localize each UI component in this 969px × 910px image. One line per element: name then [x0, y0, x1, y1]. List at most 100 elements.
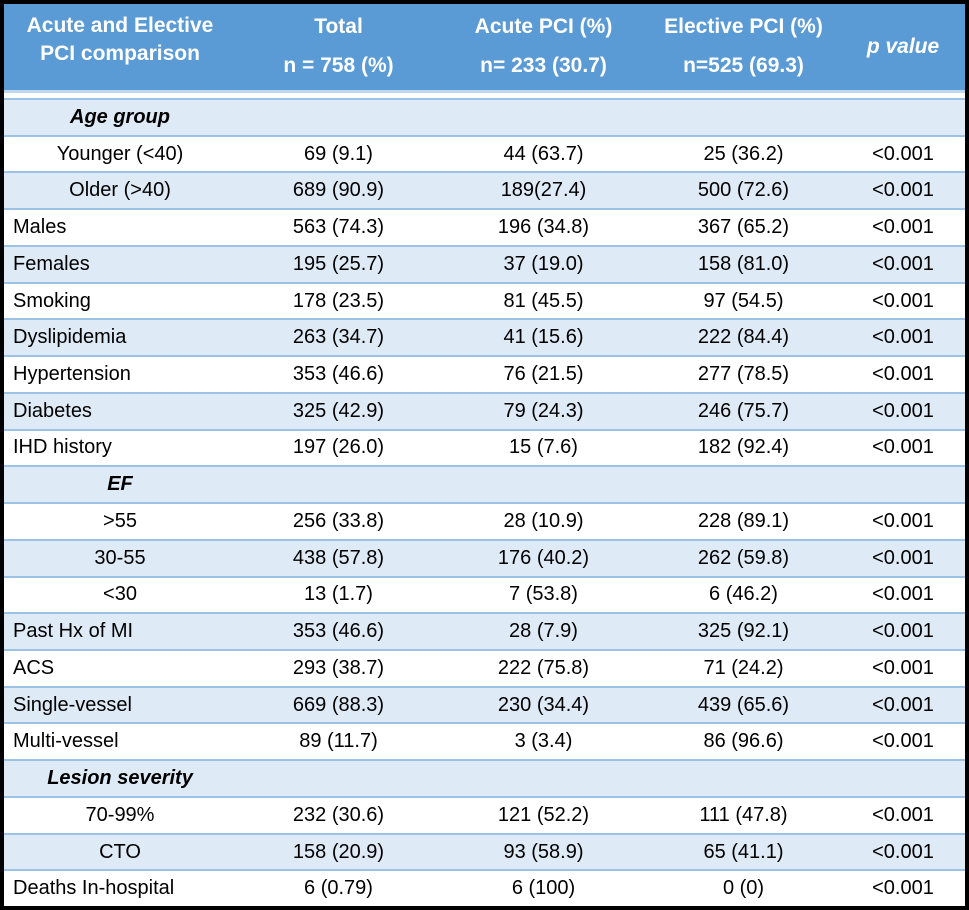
- row-label: Older (>40): [69, 179, 171, 202]
- cell-elective: 6 (46.2): [709, 583, 778, 606]
- cell-total: 13 (1.7): [304, 583, 373, 606]
- cell-total: 197 (26.0): [292, 436, 385, 459]
- header-title-line2: PCI comparison: [40, 42, 200, 65]
- header-total-label: Total: [314, 15, 363, 38]
- table-row: 70-99% 232 (30.6) 121 (52.2) 111 (47.8) <0.0…: [4, 795, 965, 833]
- section-header-row: EF: [4, 465, 965, 503]
- cell-total: 178 (23.5): [292, 289, 385, 312]
- cell-pvalue: <0.001: [872, 546, 934, 569]
- cell-total: 325 (42.9): [292, 399, 385, 422]
- header-gap: [4, 93, 965, 98]
- cell-total: [236, 467, 441, 502]
- row-label: Single-vessel: [13, 693, 132, 716]
- table-row: ACS 293 (38.7) 222 (75.8) 71 (24.2) <0.001: [4, 649, 965, 686]
- row-label: IHD history: [13, 436, 112, 459]
- table-row: Females 195 (25.7) 37 (19.0) 158 (81.0) <0.0…: [4, 244, 965, 282]
- cell-acute: 41 (15.6): [503, 326, 584, 349]
- cell-total: 263 (34.7): [292, 326, 385, 349]
- cell-pvalue: <0.001: [872, 216, 934, 239]
- cell-acute: 176 (40.2): [497, 546, 590, 569]
- table-row: Males 563 (74.3) 196 (34.8) 367 (65.2) <0.00…: [4, 208, 965, 245]
- cell-acute: [441, 761, 646, 796]
- header-pvalue-label: p value: [866, 35, 940, 58]
- cell-acute: 28 (7.9): [509, 620, 578, 643]
- table-row: >55 256 (33.8) 28 (10.9) 228 (89.1) <0.001: [4, 502, 965, 539]
- cell-pvalue: <0.001: [872, 142, 934, 165]
- cell-acute: [441, 467, 646, 502]
- cell-elective: 111 (47.8): [699, 803, 788, 826]
- cell-acute: 189(27.4): [500, 179, 587, 202]
- row-label: ACS: [13, 656, 55, 679]
- cell-elective: 246 (75.7): [697, 399, 790, 422]
- header-elective-cell: Elective PCI (%) n=525 (69.3): [646, 4, 841, 90]
- row-label: Past Hx of MI: [13, 620, 134, 643]
- table-row: IHD history 197 (26.0) 15 (7.6) 182 (92.4) <…: [4, 428, 965, 466]
- cell-pvalue: <0.001: [872, 840, 934, 863]
- table-row: Single-vessel 669 (88.3) 230 (34.4) 439 (65…: [4, 685, 965, 723]
- header-elective-n: n=525 (69.3): [683, 54, 804, 77]
- cell-pvalue: <0.001: [872, 620, 934, 643]
- cell-pvalue: [841, 761, 965, 796]
- cell-total: 353 (46.6): [292, 363, 385, 385]
- table-row: <30 13 (1.7) 7 (53.8) 6 (46.2) <0.001: [4, 575, 965, 613]
- row-label: 70-99%: [85, 803, 155, 826]
- cell-pvalue: [841, 100, 965, 135]
- cell-acute: 222 (75.8): [497, 656, 590, 679]
- cell-elective: [646, 761, 841, 796]
- cell-total: [236, 761, 441, 796]
- cell-elective: [646, 467, 841, 502]
- cell-elective: 367 (65.2): [697, 216, 790, 239]
- table-body: Age group Younger (<40) 69 (9.1) 44 (63.7) 2…: [4, 98, 965, 907]
- cell-total: 669 (88.3): [292, 693, 385, 716]
- cell-acute: 28 (10.9): [503, 509, 584, 532]
- table-row: CTO 158 (20.9) 93 (58.9) 65 (41.1) <0.001: [4, 832, 965, 870]
- cell-pvalue: <0.001: [872, 252, 934, 275]
- cell-total: 6 (0.79): [304, 877, 373, 900]
- header-title-line1: Acute and Elective: [26, 14, 214, 37]
- cell-elective: 500 (72.6): [697, 179, 790, 202]
- row-label: >55: [103, 509, 137, 532]
- row-label: Diabetes: [13, 399, 92, 422]
- cell-total: 158 (20.9): [292, 840, 385, 863]
- table-row: Smoking 178 (23.5) 81 (45.5) 97 (54.5) <0.00…: [4, 281, 965, 319]
- table-row: 30-55 438 (57.8) 176 (40.2) 262 (59.8) <0.00…: [4, 538, 965, 576]
- section-header-row: Lesion severity: [4, 759, 965, 796]
- table-row: Younger (<40) 69 (9.1) 44 (63.7) 25 (36.2) <…: [4, 134, 965, 172]
- table-row: Older (>40) 689 (90.9) 189(27.4) 500 (72.6)…: [4, 171, 965, 209]
- cell-pvalue: <0.001: [872, 583, 934, 606]
- row-label: Males: [13, 216, 67, 239]
- cell-total: 89 (11.7): [299, 730, 378, 753]
- row-label: Younger (<40): [56, 142, 184, 165]
- cell-elective: 262 (59.8): [697, 546, 790, 569]
- table-header-row: Acute and Elective PCI comparison Total …: [4, 4, 965, 93]
- cell-pvalue: <0.001: [872, 509, 934, 532]
- cell-total: 293 (38.7): [292, 656, 385, 679]
- cell-elective: 0 (0): [722, 877, 765, 900]
- row-label: Females: [13, 252, 90, 275]
- table-row: Multi-vessel 89 (11.7) 3 (3.4) 86 (96.6) <0.…: [4, 722, 965, 760]
- header-elective-label: Elective PCI (%): [664, 15, 823, 38]
- cell-total: 69 (9.1): [304, 142, 373, 165]
- cell-acute: 79 (24.3): [503, 399, 584, 422]
- cell-elective: 71 (24.2): [703, 656, 784, 679]
- section-label: EF: [107, 473, 133, 496]
- cell-elective: 222 (84.4): [697, 326, 790, 349]
- cell-elective: 325 (92.1): [697, 620, 790, 643]
- cell-total: 689 (90.9): [292, 179, 385, 202]
- cell-acute: [441, 100, 646, 135]
- cell-acute: 6 (100): [511, 877, 576, 900]
- cell-pvalue: <0.001: [872, 326, 934, 349]
- table-row: Past Hx of MI 353 (46.6) 28 (7.9) 325 (92.1…: [4, 612, 965, 650]
- cell-elective: 158 (81.0): [697, 252, 790, 275]
- cell-total: [236, 100, 441, 135]
- cell-total: 256 (33.8): [292, 509, 385, 532]
- cell-acute: 76 (21.5): [503, 363, 584, 385]
- cell-elective: 182 (92.4): [697, 436, 790, 459]
- cell-pvalue: <0.001: [872, 730, 934, 753]
- table-row: Hypertension 353 (46.6) 76 (21.5) 277 (78.5…: [4, 355, 965, 392]
- cell-total: 438 (57.8): [292, 546, 385, 569]
- cell-pvalue: <0.001: [872, 803, 934, 826]
- table-row: Deaths In-hospital 6 (0.79) 6 (100) 0 (0) <0…: [4, 869, 965, 907]
- cell-acute: 121 (52.2): [497, 803, 590, 826]
